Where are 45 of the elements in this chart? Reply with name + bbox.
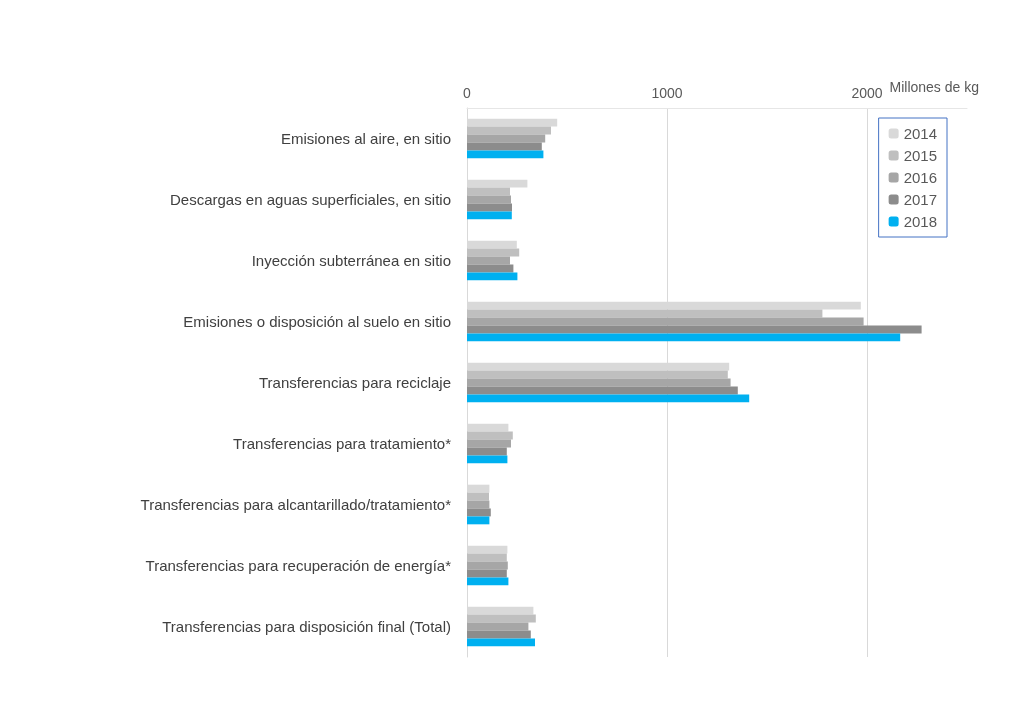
bar [467,492,489,501]
bar [467,569,507,578]
bar [467,325,922,334]
bar [467,203,512,212]
bar [467,150,544,159]
bar [467,272,518,281]
legend-label: 2015 [903,147,938,164]
bar [467,211,512,220]
bar [467,577,509,586]
bar [467,264,514,273]
bar [467,508,491,517]
bar [467,614,536,623]
bar [467,386,738,395]
y-tick-label: Descargas en aguas superficiales, en sitio [170,191,451,208]
x-tick-label: 2000 [851,85,883,101]
y-tick-label: Emisiones al aire, en sitio [280,130,451,147]
bar [467,394,750,403]
bar [467,370,728,379]
legend-label: 2016 [903,169,938,186]
bar [467,638,535,647]
legend-label: 2017 [903,191,938,208]
y-tick-label: Transferencias para recuperación de energía* [145,557,452,574]
y-tick-label: Transferencias para alcantarillado/tratamiento* [140,496,452,513]
bar [467,248,520,257]
bar [467,431,513,440]
bar [467,142,542,151]
bar [467,187,510,196]
y-tick-label: Transferencias para tratamiento* [233,435,452,452]
legend-label: 2018 [903,213,938,230]
x-tick-label: 0 [463,85,472,101]
x-axis-title: Millones de kg [889,79,979,95]
x-tick-label: 1000 [651,85,683,101]
bar [467,516,490,525]
bar [467,447,507,456]
y-tick-label: Transferencias para disposición final (Total) [162,618,451,635]
bar [467,309,823,318]
y-tick-label: Emisiones o disposición al suelo en sitio [183,313,451,330]
y-tick-label: Inyección subterránea en sitio [251,252,451,269]
bar [467,333,901,342]
legend-label: 2014 [903,125,938,142]
bar [467,126,551,135]
bar [467,553,507,562]
y-tick-label: Transferencias para reciclaje [258,374,451,391]
bar [467,630,531,639]
bar [467,455,508,464]
